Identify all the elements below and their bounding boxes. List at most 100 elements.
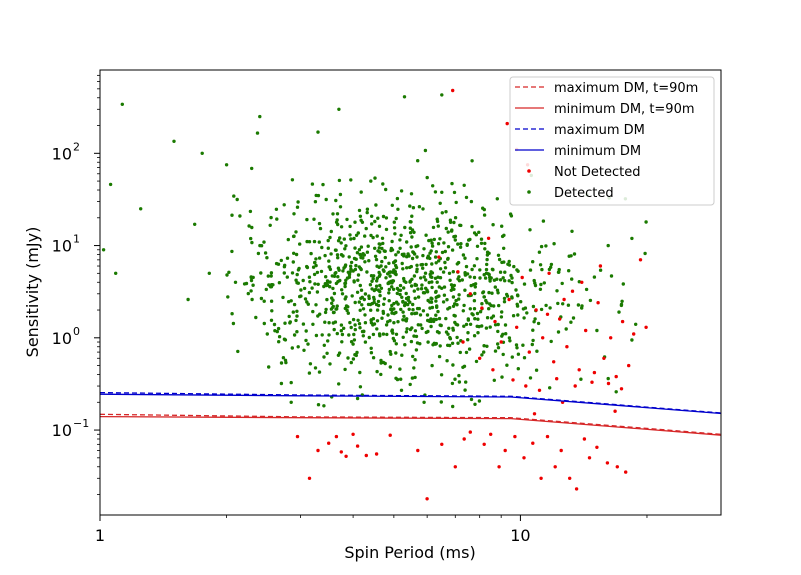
detected-point <box>402 276 406 281</box>
detected-point <box>359 190 363 194</box>
detected-point <box>329 252 333 256</box>
detected-point <box>384 265 388 269</box>
detected-point <box>534 368 539 372</box>
not-detected-point <box>627 363 631 368</box>
detected-point <box>344 244 348 248</box>
detected-point <box>381 332 386 336</box>
detected-point <box>435 304 439 308</box>
detected-point <box>450 381 455 386</box>
detected-point <box>503 323 508 327</box>
detected-point <box>288 320 292 324</box>
detected-point <box>384 227 389 232</box>
detected-point <box>443 249 447 254</box>
detected-point <box>411 206 416 210</box>
detected-point <box>402 314 406 318</box>
detected-point <box>334 248 338 252</box>
not-detected-point <box>351 432 355 436</box>
detected-point <box>285 275 289 279</box>
legend-label: Detected <box>554 186 614 201</box>
detected-point <box>425 175 429 180</box>
detected-point <box>369 318 373 322</box>
detected-point <box>353 300 357 305</box>
detected-point <box>394 272 398 277</box>
detected-point <box>479 241 484 245</box>
detected-point <box>431 225 436 230</box>
detected-point <box>281 295 285 300</box>
detected-point <box>430 262 434 266</box>
detected-point <box>416 295 421 299</box>
detected-point <box>399 233 403 237</box>
detected-point <box>501 352 505 357</box>
not-detected-point <box>440 442 444 446</box>
detected-point <box>433 255 438 259</box>
detected-point <box>485 344 489 348</box>
not-detected-point <box>461 340 465 344</box>
detected-point <box>230 249 234 254</box>
detected-point <box>525 311 529 315</box>
detected-point <box>472 275 477 280</box>
detected-point <box>437 316 442 321</box>
legend-label: minimum DM <box>554 144 641 159</box>
detected-point <box>328 235 332 240</box>
detected-point <box>291 234 296 239</box>
detected-point <box>231 321 236 326</box>
detected-point <box>255 131 260 135</box>
detected-point <box>326 246 330 250</box>
detected-point <box>385 332 389 337</box>
detected-point <box>380 316 384 320</box>
detected-point <box>325 351 329 355</box>
not-detected-point <box>545 434 550 439</box>
not-detected-point <box>568 476 572 480</box>
detected-point <box>345 217 349 222</box>
detected-point <box>446 230 450 234</box>
detected-point <box>303 297 308 301</box>
detected-point <box>375 319 380 323</box>
detected-point <box>371 277 375 281</box>
detected-point <box>351 317 356 322</box>
not-detected-point <box>344 454 348 458</box>
not-detected-point <box>605 461 610 465</box>
detected-point <box>455 303 459 307</box>
detected-point <box>472 307 477 311</box>
detected-point <box>448 306 452 310</box>
detected-point <box>394 216 398 221</box>
detected-point <box>369 179 373 183</box>
detected-point <box>360 303 364 307</box>
detected-point <box>359 245 364 249</box>
detected-point <box>186 297 190 302</box>
y-tick-label: 10 <box>52 237 72 256</box>
detected-point <box>405 240 409 244</box>
detected-point <box>505 292 509 297</box>
detected-point <box>394 265 399 270</box>
detected-point <box>460 278 464 282</box>
detected-point <box>387 261 391 265</box>
detected-point <box>358 370 362 375</box>
not-detected-point <box>584 328 588 333</box>
detected-point <box>390 328 394 332</box>
detected-point <box>485 257 489 262</box>
detected-point <box>249 289 253 293</box>
detected-point <box>412 334 416 338</box>
detected-point <box>463 288 467 292</box>
detected-point <box>316 193 321 198</box>
detected-point <box>450 248 455 252</box>
detected-point <box>510 296 514 300</box>
detected-point <box>411 354 415 359</box>
detected-point <box>306 342 310 346</box>
detected-point <box>564 327 568 331</box>
detected-point <box>268 285 273 289</box>
x-tick-label: 1 <box>95 526 105 545</box>
detected-point <box>312 272 317 277</box>
detected-point <box>479 237 484 241</box>
detected-point <box>481 290 486 294</box>
detected-point <box>606 376 610 381</box>
detected-point <box>457 275 461 279</box>
detected-point <box>473 317 477 321</box>
detected-point <box>291 260 295 264</box>
detected-point <box>295 330 299 334</box>
detected-point <box>372 295 376 300</box>
detected-point <box>425 256 430 260</box>
detected-point <box>464 350 469 355</box>
y-tick-label: 10 <box>52 144 72 163</box>
